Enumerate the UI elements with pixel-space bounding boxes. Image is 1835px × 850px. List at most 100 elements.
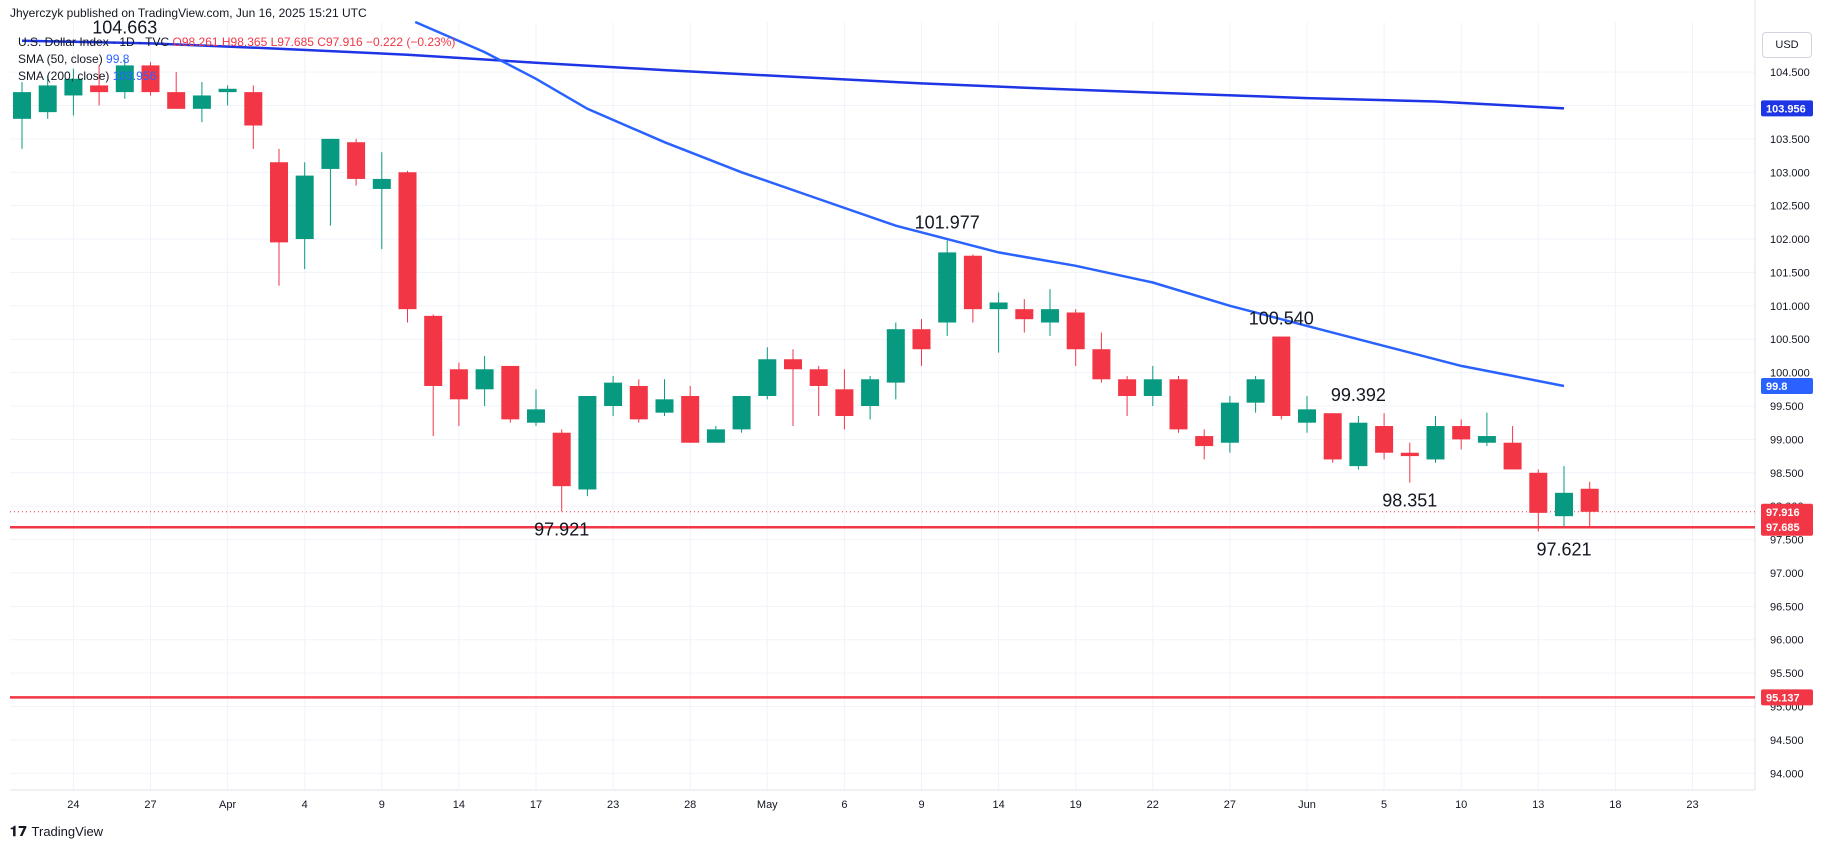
legend-symbol-row[interactable]: U.S. Dollar Index · 1D · TVC O98.261 H98… [18, 34, 455, 51]
legend-sma200-row[interactable]: SMA (200, close) 103.956 [18, 68, 455, 85]
candle-body [732, 395, 751, 430]
price-label-text: 97.685 [1766, 522, 1800, 534]
candle-body [1272, 336, 1291, 417]
sma50-label: SMA (50, close) [18, 52, 103, 66]
y-tick-label: 103.500 [1770, 134, 1810, 146]
price-label-text: 103.956 [1766, 103, 1806, 115]
price-annotation: 97.621 [1536, 539, 1591, 559]
candle-body [655, 399, 674, 413]
price-label-box [1761, 689, 1813, 706]
y-tick-label: 99.500 [1770, 401, 1804, 413]
x-tick-label: 24 [67, 799, 79, 811]
price-label-box [1761, 519, 1813, 536]
candle-body [1118, 379, 1137, 396]
x-tick-label: 17 [530, 799, 542, 811]
y-tick-label: 98.500 [1770, 468, 1804, 480]
x-tick-label: Jun [1298, 799, 1316, 811]
tradingview-logo-icon: 𝟏𝟳 [10, 823, 28, 839]
candle-body [1298, 409, 1316, 423]
candle-body [449, 369, 468, 400]
ohlc-values: O98.261 H98.365 L97.685 C97.916 −0.222 (… [172, 35, 456, 49]
sma50-value: 99.8 [106, 52, 130, 66]
x-tick-label: 22 [1147, 799, 1159, 811]
brand-label: TradingView [31, 824, 104, 839]
y-tick-label: 96.000 [1770, 635, 1804, 647]
candle-body [1323, 413, 1342, 460]
price-annotation: 99.392 [1331, 385, 1386, 405]
y-tick-label: 96.500 [1770, 601, 1804, 613]
candle-body [218, 88, 237, 93]
price-label-text: 95.137 [1766, 692, 1800, 704]
candle-body [1477, 436, 1496, 443]
candle-body [809, 369, 828, 386]
candle-body [64, 78, 83, 96]
price-annotation: 98.351 [1382, 491, 1437, 511]
y-tick-label: 101.000 [1770, 301, 1810, 313]
candle-body [13, 92, 31, 119]
sma200-value: 103.956 [112, 69, 157, 83]
candle-body [681, 395, 700, 443]
price-annotation: 97.921 [534, 519, 589, 539]
sma200-label: SMA (200, close) [18, 69, 110, 83]
candle-body [347, 142, 366, 179]
candle-body [963, 255, 982, 310]
candle-body [1169, 379, 1188, 430]
candle-body [295, 175, 314, 240]
candle-body [1580, 488, 1599, 512]
x-tick-label: 6 [841, 799, 847, 811]
candle-body [784, 359, 802, 370]
candle-body [758, 359, 777, 396]
price-annotation: 100.540 [1249, 309, 1314, 329]
sma50-line [414, 20, 1565, 388]
candle-body [115, 65, 134, 93]
symbol-label: U.S. Dollar Index · 1D · TVC [18, 35, 170, 49]
candle-body [706, 429, 725, 443]
candle-body [1092, 349, 1111, 380]
candle-body [1503, 442, 1522, 470]
x-tick-label: 4 [302, 799, 308, 811]
candle-body [1426, 426, 1445, 460]
price-annotation: 101.977 [915, 213, 980, 233]
candle-body [1143, 379, 1162, 396]
candle-body [578, 395, 597, 490]
candle-body [1555, 492, 1573, 517]
price-annotation: 104.663 [92, 17, 157, 37]
legend-sma50-row[interactable]: SMA (50, close) 99.8 [18, 51, 455, 68]
x-tick-label: 9 [379, 799, 385, 811]
candle-body [629, 385, 648, 420]
candle-body [398, 172, 417, 310]
candle-body [1015, 309, 1034, 320]
y-tick-label: 95.500 [1770, 668, 1804, 680]
candle-body [912, 329, 931, 350]
candle-body [527, 409, 545, 423]
candle-body [989, 302, 1008, 310]
y-tick-label: 97.000 [1770, 568, 1804, 580]
x-tick-label: 27 [1224, 799, 1236, 811]
chart-legend: U.S. Dollar Index · 1D · TVC O98.261 H98… [18, 34, 455, 85]
x-tick-label: 23 [607, 799, 619, 811]
footer-brand[interactable]: 𝟏𝟳 TradingView [10, 823, 103, 840]
candle-body [321, 138, 340, 169]
candle-body [244, 92, 263, 126]
y-tick-label: 102.500 [1770, 201, 1810, 213]
y-tick-label: 100.000 [1770, 368, 1810, 380]
publisher-text: Jhyerczyk published on TradingView.com, … [10, 6, 367, 20]
candle-body [475, 369, 494, 390]
candle-body [552, 432, 571, 487]
candle-body [1066, 312, 1085, 350]
x-tick-label: Apr [219, 799, 236, 811]
candle-body [372, 178, 391, 189]
candle-body [270, 162, 288, 243]
y-tick-label: 94.500 [1770, 735, 1804, 747]
candle-body [38, 85, 57, 113]
candle-body [604, 382, 623, 406]
y-tick-label: 99.000 [1770, 434, 1804, 446]
x-tick-label: 28 [684, 799, 696, 811]
currency-button[interactable]: USD [1762, 32, 1812, 58]
x-tick-label: 18 [1609, 799, 1621, 811]
candle-body [167, 92, 186, 109]
x-tick-label: 23 [1686, 799, 1698, 811]
y-tick-label: 94.000 [1770, 768, 1804, 780]
x-tick-label: May [757, 799, 778, 811]
